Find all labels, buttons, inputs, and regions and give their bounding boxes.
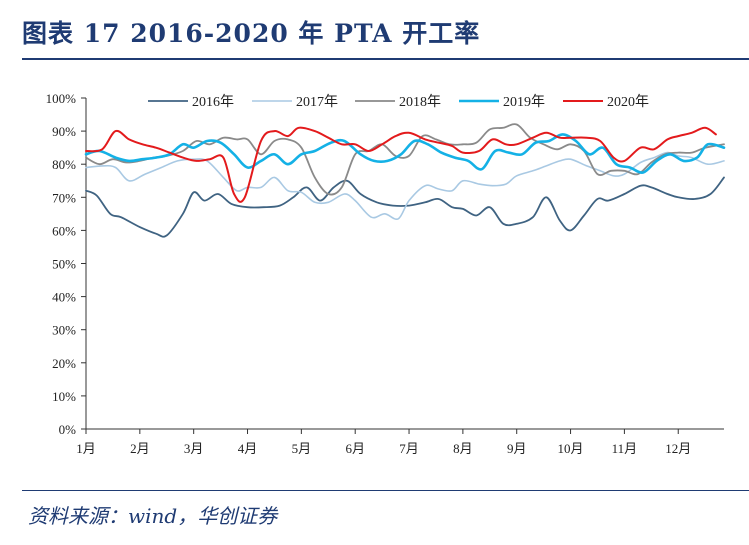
series-line-2020年 xyxy=(85,126,717,203)
x-axis: 1月 2月 3月 4月 5月 6月 7月 8月 9月 10月 11月 12月 xyxy=(76,428,724,456)
x-tick-label: 7月 xyxy=(399,441,419,456)
series-line-2016年 xyxy=(85,176,725,238)
y-tick-label: 0% xyxy=(59,422,77,437)
y-tick-label: 50% xyxy=(52,257,76,272)
x-tick-label: 3月 xyxy=(184,441,204,456)
legend-label: 2019年 xyxy=(503,94,545,110)
source-note: 资料来源：wind，华创证券 xyxy=(28,504,278,528)
x-tick-label: 5月 xyxy=(292,441,312,456)
x-tick-label: 4月 xyxy=(238,441,258,456)
figure-header: 图表 17 2016-2020 年 PTA 开工率 xyxy=(0,0,749,62)
legend-label: 2016年 xyxy=(192,94,234,110)
y-tick-label: 90% xyxy=(52,124,76,139)
series-line-2019年 xyxy=(84,133,726,174)
y-tick-label: 100% xyxy=(46,91,77,106)
y-tick-label: 10% xyxy=(52,389,76,404)
x-tick-label: 8月 xyxy=(453,441,473,456)
x-tick-label: 9月 xyxy=(507,441,527,456)
series-line-2017年 xyxy=(85,151,725,221)
x-tick-label: 10月 xyxy=(558,441,584,456)
legend: 2016年 2017年 2018年 2019年 2020年 xyxy=(148,94,649,110)
legend-label: 2018年 xyxy=(399,94,441,110)
series-layer xyxy=(84,123,726,238)
y-tick-label: 60% xyxy=(52,223,76,238)
y-tick-label: 80% xyxy=(52,157,76,172)
y-tick-label: 70% xyxy=(52,190,76,205)
legend-label: 2020年 xyxy=(607,94,649,110)
x-tick-label: 6月 xyxy=(345,441,365,456)
x-tick-label: 12月 xyxy=(665,441,691,456)
footer-rule xyxy=(22,490,749,491)
series-line-2018年 xyxy=(85,123,725,196)
y-tick-label: 20% xyxy=(52,356,76,371)
y-tick-label: 30% xyxy=(52,323,76,338)
figure-title: 图表 17 2016-2020 年 PTA 开工率 xyxy=(22,19,481,48)
y-axis: 0% 10% 20% 30% 40% 50% 60% 70% 80% 90% 100% xyxy=(46,91,87,437)
y-tick-label: 40% xyxy=(52,290,76,305)
header-rule xyxy=(22,58,749,60)
x-tick-label: 1月 xyxy=(76,441,96,456)
legend-label: 2017年 xyxy=(296,94,338,110)
x-tick-label: 11月 xyxy=(612,441,638,456)
x-tick-label: 2月 xyxy=(130,441,150,456)
